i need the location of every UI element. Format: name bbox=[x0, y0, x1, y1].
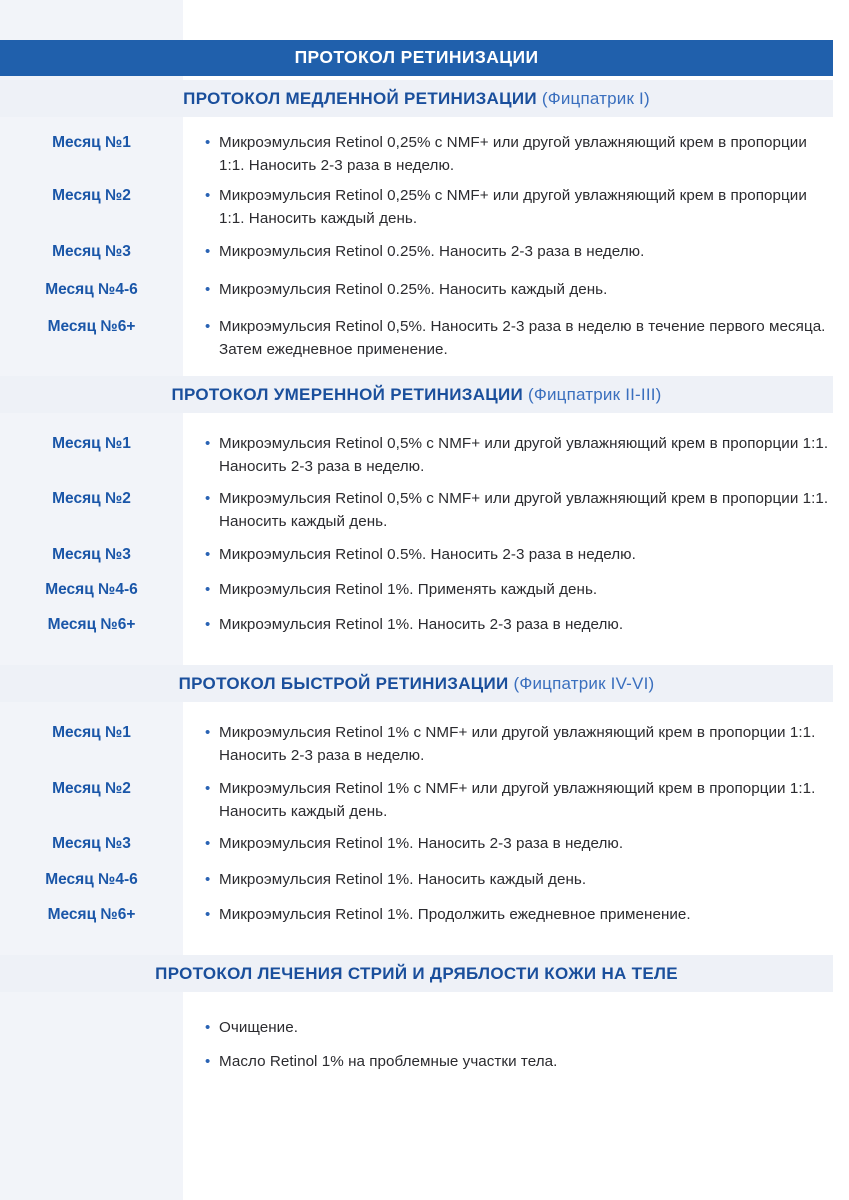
row-text: Микроэмульсия Retinol 0,5%. Наносить 2-3… bbox=[219, 318, 826, 358]
row-text: Микроэмульсия Retinol 1%. Наносить 2-3 р… bbox=[219, 835, 624, 852]
month-label: Месяц №3 bbox=[52, 835, 131, 852]
table-row: Месяц №1 • Микроэмульсия Retinol 1% с NM… bbox=[0, 721, 833, 767]
row-body: • Микроэмульсия Retinol 1%. Применять ка… bbox=[183, 578, 833, 601]
document-title: ПРОТОКОЛ РЕТИНИЗАЦИИ bbox=[294, 47, 539, 68]
bullet-icon: • bbox=[205, 906, 211, 923]
bullet-icon: • bbox=[205, 780, 211, 797]
table-row: Месяц №2 • Микроэмульсия Retinol 0,5% с … bbox=[0, 487, 833, 533]
row-text: Микроэмульсия Retinol 0.5%. Наносить 2-3… bbox=[219, 546, 636, 563]
bullet-icon: • bbox=[205, 134, 211, 151]
row-text: Микроэмульсия Retinol 1%. Продолжить еже… bbox=[219, 906, 691, 923]
month-label: Месяц №1 bbox=[52, 724, 131, 741]
document-banner: ПРОТОКОЛ РЕТИНИЗАЦИИ bbox=[0, 40, 833, 76]
row-text: Микроэмульсия Retinol 0,5% с NMF+ или др… bbox=[219, 435, 829, 475]
bullet-icon: • bbox=[205, 1053, 211, 1070]
bullet-icon: • bbox=[205, 281, 211, 298]
section-subtitle: (Фицпатрик I) bbox=[536, 88, 650, 108]
row-text: Микроэмульсия Retinol 1% с NMF+ или друг… bbox=[219, 724, 816, 764]
section-title: ПРОТОКОЛ БЫСТРОЙ РЕТИНИЗАЦИИ bbox=[178, 673, 509, 693]
row-text: Очищение. bbox=[219, 1019, 298, 1036]
section-subtitle: (Фицпатрик II-III) bbox=[523, 384, 662, 404]
row-body: • Микроэмульсия Retinol 1%. Наносить 2-3… bbox=[183, 832, 833, 855]
table-row: Месяц №3 • Микроэмульсия Retinol 0.25%. … bbox=[0, 240, 833, 263]
bullet-icon: • bbox=[205, 435, 211, 452]
table-row: Месяц №6+ • Микроэмульсия Retinol 1%. На… bbox=[0, 613, 833, 636]
table-row: Месяц №4-6 • Микроэмульсия Retinol 1%. Н… bbox=[0, 868, 833, 891]
month-label: Месяц №3 bbox=[52, 243, 131, 260]
table-row: Месяц №1 • Микроэмульсия Retinol 0,5% с … bbox=[0, 432, 833, 478]
bullet-icon: • bbox=[205, 616, 211, 633]
section-header-stretch-marks-body: ПРОТОКОЛ ЛЕЧЕНИЯ СТРИЙ И ДРЯБЛОСТИ КОЖИ … bbox=[0, 955, 833, 992]
bullet-icon: • bbox=[205, 835, 211, 852]
row-body: • Микроэмульсия Retinol 0,25% с NMF+ или… bbox=[183, 131, 833, 177]
bullet-icon: • bbox=[205, 1019, 211, 1036]
month-label: Месяц №3 bbox=[52, 546, 131, 563]
section-header-slow-retinization: ПРОТОКОЛ МЕДЛЕННОЙ РЕТИНИЗАЦИИ (Фицпатри… bbox=[0, 80, 833, 117]
month-label: Месяц №4-6 bbox=[45, 281, 138, 298]
month-label: Месяц №6+ bbox=[47, 616, 136, 633]
table-row: Месяц №3 • Микроэмульсия Retinol 1%. Нан… bbox=[0, 832, 833, 855]
month-label: Месяц №4-6 bbox=[45, 871, 138, 888]
row-text: Микроэмульсия Retinol 1% с NMF+ или друг… bbox=[219, 780, 816, 820]
section-header-fast-retinization: ПРОТОКОЛ БЫСТРОЙ РЕТИНИЗАЦИИ (Фицпатрик … bbox=[0, 665, 833, 702]
row-body: • Микроэмульсия Retinol 1% с NMF+ или др… bbox=[183, 777, 833, 823]
row-body: • Микроэмульсия Retinol 1%. Наносить 2-3… bbox=[183, 613, 833, 636]
row-body: • Микроэмульсия Retinol 0.25%. Наносить … bbox=[183, 240, 833, 263]
table-row: Месяц №2 • Микроэмульсия Retinol 1% с NM… bbox=[0, 777, 833, 823]
row-body: • Микроэмульсия Retinol 0,5%. Наносить 2… bbox=[183, 315, 833, 361]
table-row: • Масло Retinol 1% на проблемные участки… bbox=[0, 1050, 833, 1073]
row-text: Микроэмульсия Retinol 0.25%. Наносить ка… bbox=[219, 281, 608, 298]
row-body: • Микроэмульсия Retinol 1% с NMF+ или др… bbox=[183, 721, 833, 767]
month-label: Месяц №2 bbox=[52, 780, 131, 797]
table-row: Месяц №4-6 • Микроэмульсия Retinol 0.25%… bbox=[0, 278, 833, 301]
month-label: Месяц №1 bbox=[52, 435, 131, 452]
row-text: Масло Retinol 1% на проблемные участки т… bbox=[219, 1053, 558, 1070]
month-label: Месяц №2 bbox=[52, 187, 131, 204]
bullet-icon: • bbox=[205, 318, 211, 335]
row-body: • Микроэмульсия Retinol 0,5% с NMF+ или … bbox=[183, 487, 833, 533]
table-row: Месяц №6+ • Микроэмульсия Retinol 0,5%. … bbox=[0, 315, 833, 361]
section-title: ПРОТОКОЛ УМЕРЕННОЙ РЕТИНИЗАЦИИ bbox=[171, 384, 524, 404]
row-text: Микроэмульсия Retinol 1%. Наносить кажды… bbox=[219, 871, 587, 888]
row-body: • Микроэмульсия Retinol 0,25% с NMF+ или… bbox=[183, 184, 833, 230]
row-body: • Микроэмульсия Retinol 1%. Наносить каж… bbox=[183, 868, 833, 891]
row-body: • Микроэмульсия Retinol 0,5% с NMF+ или … bbox=[183, 432, 833, 478]
row-text: Микроэмульсия Retinol 0,5% с NMF+ или др… bbox=[219, 490, 829, 530]
month-label: Месяц №2 bbox=[52, 490, 131, 507]
row-text: Микроэмульсия Retinol 0.25%. Наносить 2-… bbox=[219, 243, 645, 260]
bullet-icon: • bbox=[205, 490, 211, 507]
table-row: Месяц №2 • Микроэмульсия Retinol 0,25% с… bbox=[0, 184, 833, 230]
table-row: Месяц №3 • Микроэмульсия Retinol 0.5%. Н… bbox=[0, 543, 833, 566]
row-text: Микроэмульсия Retinol 1%. Применять кажд… bbox=[219, 581, 598, 598]
table-row: • Очищение. bbox=[0, 1016, 833, 1039]
row-body: • Масло Retinol 1% на проблемные участки… bbox=[183, 1050, 833, 1073]
row-body: • Микроэмульсия Retinol 1%. Продолжить е… bbox=[183, 903, 833, 926]
section-title: ПРОТОКОЛ ЛЕЧЕНИЯ СТРИЙ И ДРЯБЛОСТИ КОЖИ … bbox=[155, 963, 678, 983]
row-body: • Очищение. bbox=[183, 1016, 833, 1039]
bullet-icon: • bbox=[205, 724, 211, 741]
left-margin-rail bbox=[0, 0, 183, 1200]
section-title: ПРОТОКОЛ МЕДЛЕННОЙ РЕТИНИЗАЦИИ bbox=[183, 88, 537, 108]
row-body: • Микроэмульсия Retinol 0.5%. Наносить 2… bbox=[183, 543, 833, 566]
row-text: Микроэмульсия Retinol 1%. Наносить 2-3 р… bbox=[219, 616, 624, 633]
month-label: Месяц №4-6 bbox=[45, 581, 138, 598]
section-subtitle: (Фицпатрик IV-VI) bbox=[508, 673, 655, 693]
section-header-moderate-retinization: ПРОТОКОЛ УМЕРЕННОЙ РЕТИНИЗАЦИИ (Фицпатри… bbox=[0, 376, 833, 413]
table-row: Месяц №1 • Микроэмульсия Retinol 0,25% с… bbox=[0, 131, 833, 177]
bullet-icon: • bbox=[205, 243, 211, 260]
table-row: Месяц №6+ • Микроэмульсия Retinol 1%. Пр… bbox=[0, 903, 833, 926]
row-text: Микроэмульсия Retinol 0,25% с NMF+ или д… bbox=[219, 134, 807, 174]
month-label: Месяц №6+ bbox=[47, 906, 136, 923]
row-body: • Микроэмульсия Retinol 0.25%. Наносить … bbox=[183, 278, 833, 301]
month-label: Месяц №6+ bbox=[47, 318, 136, 335]
bullet-icon: • bbox=[205, 871, 211, 888]
row-text: Микроэмульсия Retinol 0,25% с NMF+ или д… bbox=[219, 187, 807, 227]
bullet-icon: • bbox=[205, 581, 211, 598]
table-row: Месяц №4-6 • Микроэмульсия Retinol 1%. П… bbox=[0, 578, 833, 601]
month-label: Месяц №1 bbox=[52, 134, 131, 151]
bullet-icon: • bbox=[205, 546, 211, 563]
bullet-icon: • bbox=[205, 187, 211, 204]
